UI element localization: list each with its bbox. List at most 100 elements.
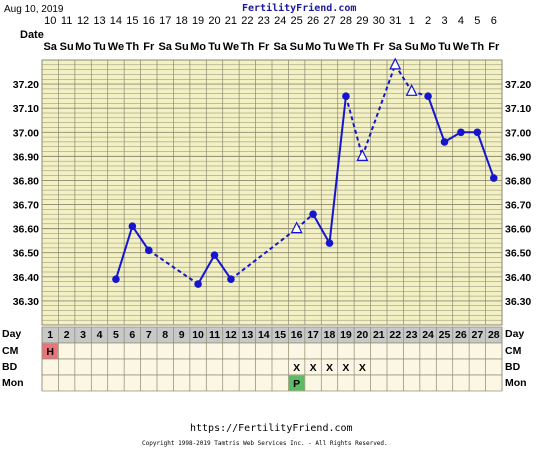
day-number: 21 [373, 329, 385, 341]
cm-row-label: CM [2, 345, 19, 357]
temperature-point [457, 128, 465, 137]
day-row-label: Day [2, 328, 21, 340]
date-label: 10 [44, 15, 56, 27]
day-number: 15 [274, 329, 286, 341]
weekday-label: Sa [158, 41, 172, 53]
weekday-label: Mo [75, 41, 91, 53]
cm-value: H [46, 346, 54, 358]
day-number: 24 [422, 329, 434, 341]
temperature-point [194, 280, 202, 288]
temperature-segment [361, 64, 397, 157]
y-tick-label: 36.80 [505, 175, 531, 187]
weekday-label: Fr [373, 41, 385, 53]
y-tick-label: 36.60 [505, 224, 531, 236]
bd-mark: X [342, 362, 349, 374]
bd-row-label: BD [2, 361, 18, 373]
temperature-segment [197, 254, 216, 285]
weekday-label: Fr [143, 41, 155, 53]
weekday-label: Su [175, 41, 189, 53]
temperature-segment [114, 225, 134, 280]
bd-mark: X [293, 362, 300, 374]
day-number: 22 [389, 329, 401, 341]
date-label: 28 [340, 15, 352, 27]
day-row-label-right: Day [505, 328, 524, 340]
site-title: FertilityFriend.com [242, 2, 356, 14]
y-tick-label: 37.20 [505, 79, 531, 91]
day-number: 19 [340, 329, 352, 341]
y-tick-label: 36.90 [505, 151, 531, 163]
temperature-segment [476, 131, 495, 179]
temperature-point [325, 239, 334, 247]
day-number: 28 [488, 329, 500, 341]
date-label: 4 [458, 15, 464, 27]
temperature-segment [131, 225, 150, 251]
footer-url: https://FertilityFriend.com [190, 423, 353, 434]
temperature-point [309, 210, 317, 218]
date-label: 20 [208, 15, 220, 27]
day-number: 16 [291, 329, 303, 341]
weekday-label: Th [241, 41, 255, 53]
date-label: 11 [61, 15, 72, 27]
date-label: 16 [143, 15, 155, 27]
day-number: 18 [324, 329, 336, 341]
temperature-segment [312, 213, 331, 244]
weekday-label: We [453, 41, 469, 53]
weekday-label: Sa [43, 41, 57, 53]
day-number: 14 [258, 329, 270, 341]
date-label: 17 [159, 15, 171, 27]
temperature-points [112, 57, 498, 288]
y-tick-label: 36.50 [13, 248, 39, 260]
weekday-label: Th [126, 41, 140, 53]
y-tick-label: 36.80 [13, 175, 39, 187]
open-temperature-point [405, 83, 418, 96]
day-number: 12 [225, 329, 237, 341]
date-label: 18 [176, 15, 188, 27]
bd-mark: X [359, 362, 366, 374]
weekday-label: We [223, 41, 239, 53]
bd-mark: X [326, 362, 333, 374]
date-label: 23 [258, 15, 270, 27]
y-axis-left: 37.20 37.10 37.00 36.90 36.80 36.70 36.60 36.50… [13, 79, 39, 308]
y-tick-label: 36.50 [505, 248, 531, 260]
open-temperature-point [389, 57, 402, 70]
day-number: 5 [113, 329, 119, 341]
weekday-label: Sa [388, 41, 402, 53]
weekday-label: Sa [273, 41, 287, 53]
date-label: 1 [409, 15, 415, 27]
weekday-label: Su [290, 41, 304, 53]
weekday-label: Mo [305, 41, 321, 53]
y-tick-label: 36.90 [13, 151, 39, 163]
temperature-point [440, 138, 449, 146]
date-label: 22 [241, 15, 253, 27]
y-tick-label: 36.70 [13, 200, 39, 212]
weekday-labels: Sa Su Mo Tu We Th Fr Sa Su Mo Tu We Th Fr Sa Su Mo Tu We Th… [43, 41, 500, 53]
day-number: 8 [162, 329, 168, 341]
weekday-label: Su [60, 41, 74, 53]
date-label: 2 [425, 15, 431, 27]
weekday-label: Tu [93, 41, 106, 53]
y-tick-label: 37.10 [505, 103, 531, 115]
weekday-label: Tu [323, 41, 336, 53]
temperature-segment [328, 96, 347, 244]
date-label: 13 [93, 15, 105, 27]
bd-mark: X [310, 362, 317, 374]
day-number: 25 [439, 329, 451, 341]
temperature-segment [394, 64, 413, 92]
date-label: 27 [323, 15, 335, 27]
date-label: 24 [274, 15, 286, 27]
chart-date: Aug 10, 2019 [4, 4, 64, 15]
temperature-point [424, 92, 432, 100]
day-number: 27 [472, 329, 484, 341]
y-tick-label: 36.70 [505, 200, 531, 212]
date-label: 6 [491, 15, 497, 27]
mon-row-label-right: Mon [505, 377, 527, 389]
day-number: 2 [64, 329, 70, 341]
day-number: 10 [192, 329, 204, 341]
day-number: 7 [146, 329, 152, 341]
date-label: 15 [126, 15, 138, 27]
day-number: 6 [129, 329, 135, 341]
date-label: 21 [225, 15, 237, 27]
weekday-label: We [108, 41, 124, 53]
weekday-label: Th [471, 41, 485, 53]
